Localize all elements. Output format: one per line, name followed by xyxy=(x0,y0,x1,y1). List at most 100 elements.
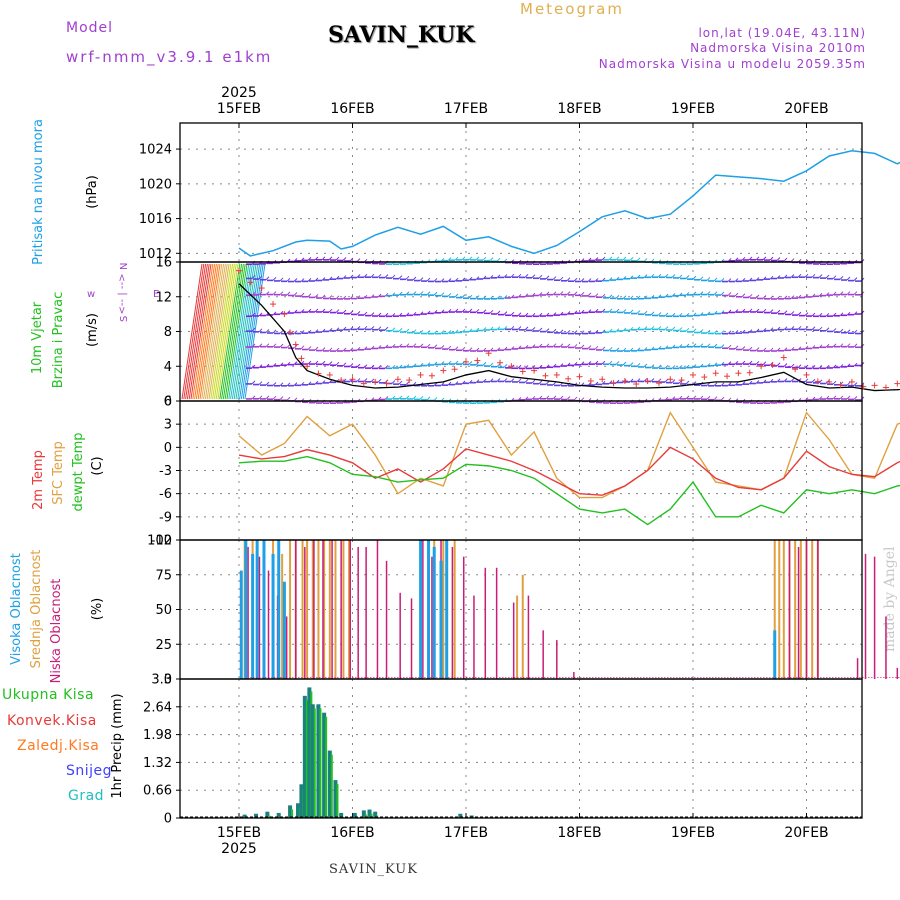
low-cloud-bar xyxy=(805,540,808,679)
wind-barb xyxy=(797,294,802,299)
wind-barb xyxy=(489,378,494,383)
wind-barb xyxy=(755,380,760,384)
wind-barb xyxy=(671,312,676,317)
temp-dewpt-label: dewpt Temp xyxy=(71,432,86,511)
altitude-label: Nadmorska Visina 2010m xyxy=(690,41,866,55)
wind-barb xyxy=(391,380,396,384)
wind-barb xyxy=(531,327,536,331)
wind-barb-row xyxy=(246,360,865,370)
high-cloud-bar xyxy=(251,553,255,679)
wind-barb xyxy=(258,381,263,385)
wind-barb xyxy=(650,378,655,382)
wind-barb xyxy=(811,345,816,349)
wind-barb xyxy=(328,328,333,332)
wind-barb xyxy=(307,256,312,261)
wind-barb xyxy=(405,381,410,386)
wind-barb xyxy=(734,309,739,313)
wind-barb xyxy=(636,295,641,300)
wind-barb xyxy=(594,308,599,313)
wind-barb xyxy=(594,278,599,282)
pressure-line xyxy=(238,150,900,257)
wind-barb xyxy=(832,364,837,369)
wind-barb xyxy=(699,343,704,348)
high-cloud-bar xyxy=(773,630,777,679)
wind-barb xyxy=(713,382,718,387)
wind-barb xyxy=(321,328,326,333)
wind-barb xyxy=(762,308,767,313)
wind-barb xyxy=(587,257,592,262)
wind-barb xyxy=(419,291,424,295)
wind-barb xyxy=(447,278,452,282)
wind-barb xyxy=(531,365,536,369)
wind-barb xyxy=(790,295,795,299)
wind-barb xyxy=(720,382,725,387)
wind-barb xyxy=(818,344,823,349)
wind-barb xyxy=(657,345,662,350)
wind-barb xyxy=(636,274,641,279)
wind-barb xyxy=(776,378,781,383)
wind-barb xyxy=(342,347,347,352)
wind-barb xyxy=(201,263,223,400)
wind-barb xyxy=(412,395,417,400)
wind-barb xyxy=(762,379,767,384)
wind-barb xyxy=(524,396,529,401)
wind-barb xyxy=(293,361,298,366)
wind-barb xyxy=(454,360,459,365)
low-cloud-bar xyxy=(896,667,899,679)
wind-barb xyxy=(433,361,438,366)
wind-barb xyxy=(342,295,347,300)
wind-barb xyxy=(573,310,578,315)
mid-cloud-bar xyxy=(799,540,802,679)
wind-barb xyxy=(636,362,641,367)
wind-barb xyxy=(727,344,732,349)
wind-barb xyxy=(699,276,704,281)
y-tick-label: 3 xyxy=(164,418,172,433)
wind-barb-row xyxy=(246,273,865,283)
wind-barb xyxy=(251,275,256,279)
precip-conv-bar xyxy=(370,813,373,818)
wind-barb xyxy=(811,273,816,278)
wind-barb xyxy=(335,309,340,313)
high-cloud-bar xyxy=(419,540,423,679)
wind-barb xyxy=(629,378,634,383)
wind-barb xyxy=(426,330,431,334)
date-label-bottom: 20FEB xyxy=(784,825,828,841)
wind-barb xyxy=(426,291,431,296)
mid-cloud-bar xyxy=(317,540,320,679)
low-cloud-bar xyxy=(462,556,465,679)
wind-barb xyxy=(328,295,333,299)
wind-barb xyxy=(349,310,354,315)
wind-barb xyxy=(713,330,718,334)
wind-barb xyxy=(356,326,361,330)
wind-barb xyxy=(524,293,529,298)
wind-barb xyxy=(454,346,459,351)
y-tick-label: 6 xyxy=(164,395,172,410)
wind-barb xyxy=(643,258,648,262)
wind-barb xyxy=(804,364,809,369)
y-tick-label: 12 xyxy=(155,290,172,305)
wind-barb xyxy=(194,263,216,400)
wind-barb xyxy=(328,361,333,366)
wind-barb xyxy=(769,275,774,280)
wind-barb xyxy=(258,291,263,296)
wind-barb xyxy=(741,360,746,365)
wind-barb xyxy=(657,294,662,299)
mid-cloud-bar xyxy=(794,540,797,679)
wind-barb xyxy=(594,257,599,261)
wind-barb xyxy=(559,329,564,334)
wind-barb xyxy=(468,276,473,281)
wind-barb xyxy=(776,347,781,352)
low-cloud-bar xyxy=(864,553,867,679)
wind-barb xyxy=(706,343,711,348)
wind-barb xyxy=(419,343,424,348)
wind-barb xyxy=(286,277,291,282)
wind-barb xyxy=(377,365,382,369)
wind-barb xyxy=(503,346,508,351)
wind-barb xyxy=(251,380,256,385)
wind-barb xyxy=(251,364,256,369)
wind-barb xyxy=(713,362,718,367)
wind-barb xyxy=(615,361,620,365)
wind-barb xyxy=(727,292,732,296)
wind-barb xyxy=(192,263,214,400)
